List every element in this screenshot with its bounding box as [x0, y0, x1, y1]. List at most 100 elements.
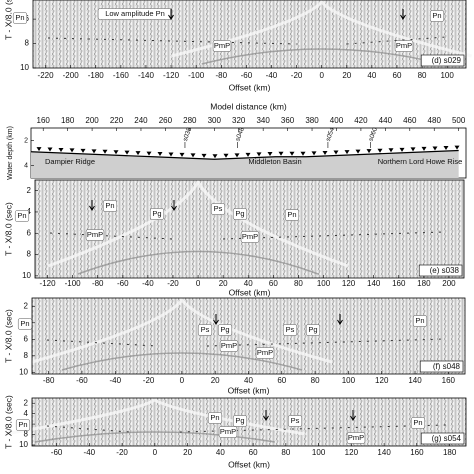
x-tick-label: 60 — [249, 448, 258, 457]
y-axis-label: T - X/8.0 (sec) — [3, 395, 13, 449]
obs-triangle — [80, 148, 86, 153]
x-tick-label: 20 — [342, 71, 351, 80]
annotation: Low amplitude Pn — [105, 9, 165, 18]
obs-triangle — [36, 147, 42, 152]
x-tick-label: 180 — [61, 116, 75, 125]
annotation: PmP — [220, 427, 236, 436]
x-tick-label: 400 — [330, 116, 344, 125]
arrow — [213, 314, 219, 325]
x-axis-label: Offset (km) — [229, 287, 271, 297]
frame — [32, 0, 467, 69]
x-tick-label: 180 — [417, 279, 431, 288]
obs-triangle — [421, 146, 427, 151]
panel-label: (g) s054 — [432, 434, 462, 443]
annotation-box — [284, 209, 300, 221]
seafloor-fill — [31, 150, 459, 178]
annotation-box — [85, 229, 105, 241]
annotation: Dampier Ridge — [45, 157, 95, 166]
obs-triangle — [234, 153, 240, 158]
panel-label-box — [420, 54, 465, 67]
arrow — [263, 410, 269, 421]
y-tick-label: 2 — [24, 398, 29, 407]
obs-triangle — [146, 151, 152, 156]
x-tick-label: -20 — [291, 71, 303, 80]
x-tick-label: 220 — [110, 116, 124, 125]
x-tick-label: 200 — [85, 116, 99, 125]
annotation-box — [12, 12, 28, 24]
x-tick-label: 0 — [153, 448, 158, 457]
reflection-texture — [77, 250, 319, 275]
y-axis-label: Water depth (km) — [7, 126, 14, 180]
x-tick-label: -40 — [109, 376, 121, 385]
x-tick-label: -80 — [43, 376, 55, 385]
pick-line — [49, 231, 445, 240]
annotation: Ps — [201, 325, 210, 334]
annotation-box — [346, 432, 366, 444]
annotation-box — [412, 315, 428, 327]
x-tick-label: 460 — [403, 116, 417, 125]
obs-triangle — [168, 152, 174, 157]
panel-label: (d) s029 — [432, 56, 462, 65]
x-tick-label: 140 — [367, 279, 381, 288]
x-tick-label: -60 — [117, 279, 129, 288]
first-arrival-texture — [171, 0, 473, 58]
annotation: Pn — [287, 210, 296, 219]
x-tick-label: 60 — [393, 71, 402, 80]
first-arrival-texture — [31, 297, 333, 364]
annotation: Pg — [220, 325, 229, 334]
x-tick-label: 380 — [305, 116, 319, 125]
x-tick-label: -20 — [116, 448, 128, 457]
y-tick-label: 10 — [19, 440, 28, 449]
obs-triangle — [267, 151, 273, 156]
annotation-box — [232, 415, 248, 427]
obs-triangle — [333, 150, 339, 155]
y-tick-label: 8 — [25, 39, 30, 48]
annotation-box — [232, 208, 248, 220]
x-tick-label: 0 — [319, 71, 324, 80]
y-tick-label: 6 — [27, 228, 32, 237]
obs-triangle — [201, 153, 207, 158]
annotation: PmP — [87, 230, 103, 239]
obs-triangle — [355, 149, 361, 154]
y-axis-label: T - X/8.0 (sec) — [3, 202, 13, 256]
x-tick-label: 20 — [183, 448, 192, 457]
annotation: Pn — [432, 11, 441, 20]
annotation: PmP — [214, 41, 230, 50]
panel-label-box — [419, 360, 464, 373]
arrow — [337, 314, 343, 325]
annotation: Northern Lord Howe Rise — [378, 157, 463, 166]
annotation: PmP — [257, 348, 273, 357]
x-tick-label: 120 — [345, 448, 359, 457]
x-tick-label: 80 — [294, 279, 303, 288]
x-tick-label: 280 — [183, 116, 197, 125]
x-tick-label: -220 — [38, 71, 55, 80]
obs-triangle — [190, 153, 196, 158]
annotation: Pg — [235, 209, 244, 218]
annotation-box — [212, 40, 232, 52]
x-tick-label: 140 — [377, 448, 391, 457]
x-tick-label: 320 — [232, 116, 246, 125]
x-tick-label: 180 — [443, 448, 457, 457]
panel-label: (f) s048 — [433, 362, 461, 371]
x-tick-label: -80 — [215, 71, 227, 80]
obs-triangle — [245, 152, 251, 157]
annotation-box — [149, 208, 165, 220]
obs-triangle — [410, 147, 416, 152]
annotation: PmP — [396, 41, 412, 50]
obs-triangle — [212, 154, 218, 159]
y-tick-label: 2 — [24, 301, 29, 310]
annotation-box — [287, 415, 303, 427]
annotation: PmP — [221, 341, 237, 350]
annotation: Pn — [415, 316, 424, 325]
station-label: s038 — [182, 126, 194, 142]
annotation-box — [429, 10, 445, 22]
annotation: Pg — [152, 209, 161, 218]
x-axis-label: Offset (km) — [228, 385, 270, 395]
x-tick-label: -60 — [51, 448, 63, 457]
station-label: s054 — [325, 126, 337, 142]
x-tick-label: -20 — [167, 279, 179, 288]
x-tick-label: 20 — [219, 279, 228, 288]
x-tick-label: 500 — [452, 116, 466, 125]
